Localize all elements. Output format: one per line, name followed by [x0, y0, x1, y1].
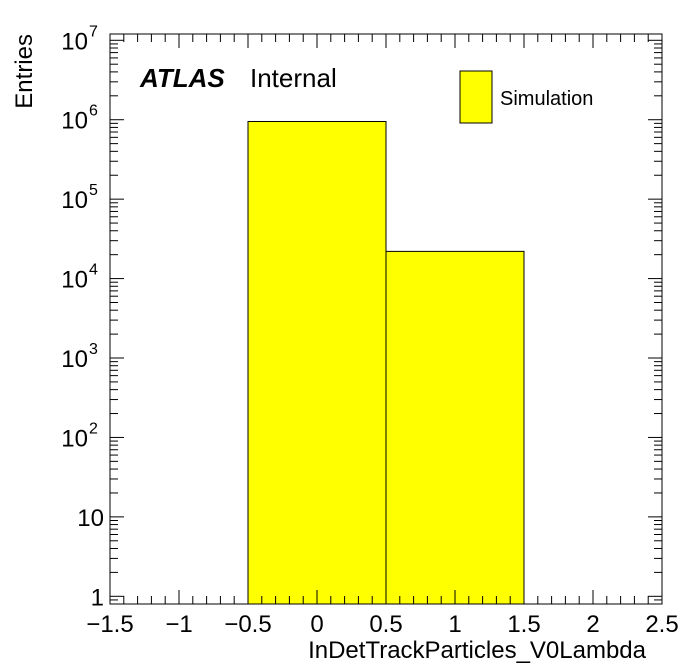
x-tick-label: 0 — [310, 611, 323, 638]
legend-swatch — [459, 70, 493, 124]
x-tick-label: −0.5 — [224, 611, 271, 638]
internal-label: Internal — [250, 63, 337, 93]
x-tick-label: 1.5 — [507, 611, 540, 638]
y-tick-label: 10 — [61, 267, 88, 294]
y-tick-exponent: 3 — [89, 341, 98, 358]
y-tick-exponent: 5 — [89, 182, 98, 199]
y-tick-label: 10 — [61, 108, 88, 135]
y-tick-exponent: 4 — [89, 262, 98, 279]
y-tick-label: 10 — [61, 425, 88, 452]
y-tick-exponent: 7 — [89, 23, 98, 40]
x-tick-label: 1 — [448, 611, 461, 638]
x-tick-label: 0.5 — [369, 611, 402, 638]
plot-frame — [109, 33, 663, 605]
x-tick-labels: −1.5 −1 −0.5 0 0.5 1 1.5 2 2.5 — [86, 611, 678, 638]
legend-label: Simulation — [500, 88, 593, 110]
x-tick-label: 2.5 — [645, 611, 678, 638]
y-tick-exponent: 6 — [89, 103, 98, 120]
axis-ticks — [109, 34, 663, 605]
y-tick-label: 10 — [61, 346, 88, 373]
atlas-label: ATLAS — [139, 63, 225, 93]
x-tick-label: −1.5 — [86, 611, 133, 638]
y-tick-label: 10 — [61, 187, 88, 214]
x-tick-label: −1 — [165, 611, 192, 638]
y-tick-label: 10 — [77, 505, 104, 532]
y-tick-label: 10 — [61, 28, 88, 55]
histogram-bars — [247, 120, 525, 605]
histogram-bar-1 — [385, 250, 525, 605]
x-tick-label: 2 — [586, 611, 599, 638]
y-tick-exponent: 2 — [89, 420, 98, 437]
x-axis-title: InDetTrackParticles_V0Lambda — [308, 637, 647, 664]
y-tick-label: 1 — [91, 584, 104, 611]
y-axis-title: Entries — [11, 34, 38, 109]
histogram-bar-0 — [247, 120, 387, 605]
